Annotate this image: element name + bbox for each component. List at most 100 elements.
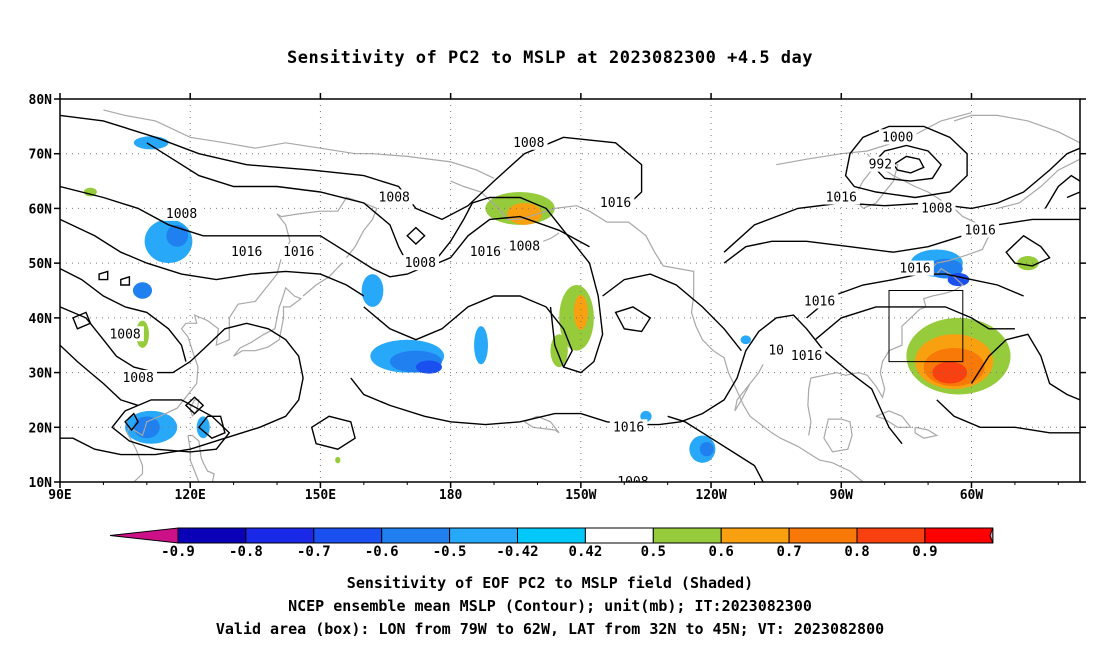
shade-blob-1: [83, 187, 97, 197]
colorbar-swatch-5: [517, 527, 586, 544]
colorbar-swatch-9: [788, 527, 858, 544]
coastline-11: [914, 426, 939, 439]
colorbar-label-11: 0.9: [912, 544, 937, 560]
caption-shading: Sensitivity of EOF PC2 to MSLP field (Sh…: [346, 574, 754, 592]
coastline-7: [734, 364, 764, 412]
contour-label-1: 1016: [231, 245, 262, 260]
colorbar-swatch-2: [313, 527, 383, 544]
coastline-6: [450, 180, 864, 482]
lat-label-40: 40N: [29, 312, 53, 327]
shade-blob-3: [166, 224, 189, 247]
contour-labels: 1008 1016 1016 1008 1008 1008 1016 1008 1016 1016…: [106, 129, 999, 482]
lat-lon-grid: [60, 99, 1080, 482]
contour-label-13: 1016: [965, 223, 996, 238]
colorbar-swatch-4: [449, 527, 519, 544]
map-title: Sensitivity of PC2 to MSLP at 2023082300…: [286, 48, 813, 68]
colorbar-label-10: 0.8: [844, 544, 869, 560]
lon-label-270: 90W: [830, 488, 854, 503]
mslp-contour-32: [1005, 234, 1051, 267]
colorbar-swatch-10: [856, 527, 926, 544]
shade-blob-4: [132, 282, 153, 299]
contour-label-bg-3: [375, 189, 414, 205]
lat-label-50: 50N: [29, 257, 53, 272]
shade-blob-29: [932, 361, 968, 384]
contour-label-bg-11: [865, 156, 895, 172]
colorbar-label-0: -0.9: [161, 544, 195, 560]
contour-label-bg-4: [401, 255, 440, 271]
lon-label-180: 180: [439, 488, 463, 503]
coastline-14: [953, 114, 1080, 209]
mslp-contour-22: [111, 399, 231, 453]
contour-label-17: 1016: [613, 420, 644, 435]
mslp-contour-27: [98, 270, 109, 281]
contour-label-bg-20: [765, 342, 787, 358]
mslp-contour-30: [1066, 191, 1080, 199]
mslp-contour-21: [310, 415, 356, 450]
lat-label-10: 10N: [29, 476, 53, 491]
mslp-contour-24: [124, 412, 139, 432]
mslp-contour-19: [970, 333, 1080, 401]
contour-label-5: 1008: [513, 136, 544, 151]
mslp-contour-18: [814, 306, 1015, 341]
contour-label-8: 1016: [600, 196, 631, 211]
valid-area-box: [888, 290, 964, 363]
axis-ticks: [54, 93, 1086, 488]
shade-blob-9: [415, 360, 442, 374]
contour-label-2: 1016: [283, 245, 314, 260]
contour-label-12: 1008: [921, 201, 952, 216]
contour-label-bg-16: [787, 348, 826, 364]
lon-label-150: 150E: [305, 488, 336, 503]
contour-label-bg-14: [896, 260, 934, 276]
shade-blob-31: [335, 456, 341, 464]
mslp-contour-8: [363, 295, 573, 368]
shade-blob-10: [474, 326, 488, 365]
lat-label-30: 30N: [29, 367, 53, 382]
shade-blob-21: [640, 410, 652, 422]
colorbar-label-1: -0.8: [229, 544, 263, 560]
lat-label-20: 20N: [29, 421, 53, 436]
mslp-contours: [60, 114, 1080, 482]
mslp-contour-12: [844, 125, 968, 199]
colorbar-left-cap: [109, 527, 179, 544]
contour-label-9: 1016: [826, 190, 857, 205]
coastline-5: [187, 434, 215, 482]
mslp-contour-10: [723, 218, 1080, 264]
mslp-contour-16: [614, 306, 652, 333]
contour-label-bg-7: [505, 238, 544, 254]
contour-label-19: 1008: [122, 371, 153, 386]
colorbar-label-5: -0.42: [496, 544, 538, 560]
lat-label-60: 60N: [29, 202, 53, 217]
colorbar-swatch-8: [720, 527, 790, 544]
coastline-0: [103, 109, 495, 179]
shade-blob-6: [361, 274, 384, 307]
shade-blob-17: [133, 416, 160, 439]
colorbar-label-9: 0.7: [776, 544, 801, 560]
contour-label-bg-10: [878, 129, 917, 145]
colorbar-label-6: 0.42: [569, 544, 603, 560]
contour-label-6: 1016: [470, 245, 501, 260]
caption-valid-area: Valid area (box): LON from 79W to 62W, L…: [215, 620, 885, 638]
mslp-contour-1: [60, 185, 604, 374]
mslp-contour-31: [1044, 174, 1080, 209]
contour-label-bg-2: [279, 244, 318, 260]
colorbar-label-7: 0.5: [641, 544, 666, 560]
contour-label-bg-1: [227, 244, 266, 260]
colorbar: -0.9 -0.8 -0.7 -0.6 -0.5 -0.42 0.42 0.5 0.6 0.7 0.…: [109, 527, 994, 560]
mslp-contour-23: [197, 415, 226, 440]
contour-label-bg-9: [822, 189, 861, 205]
contour-label-bg-12: [917, 200, 956, 216]
colorbar-label-8: 0.6: [709, 544, 734, 560]
colorbar-swatch-0: [177, 527, 247, 544]
mslp-contour-6: [60, 344, 139, 407]
colorbar-right-cap: [989, 527, 994, 544]
map-frame: [59, 98, 1081, 483]
mslp-contour-3: [60, 218, 365, 297]
shade-blob-14: [573, 294, 588, 330]
contour-label-bg-5: [509, 134, 548, 150]
caption-contour: NCEP ensemble mean MSLP (Contour); unit(…: [288, 597, 812, 615]
coastline-3: [233, 286, 303, 357]
mslp-contour-0: [60, 114, 643, 221]
colorbar-swatch-7: [652, 527, 722, 544]
